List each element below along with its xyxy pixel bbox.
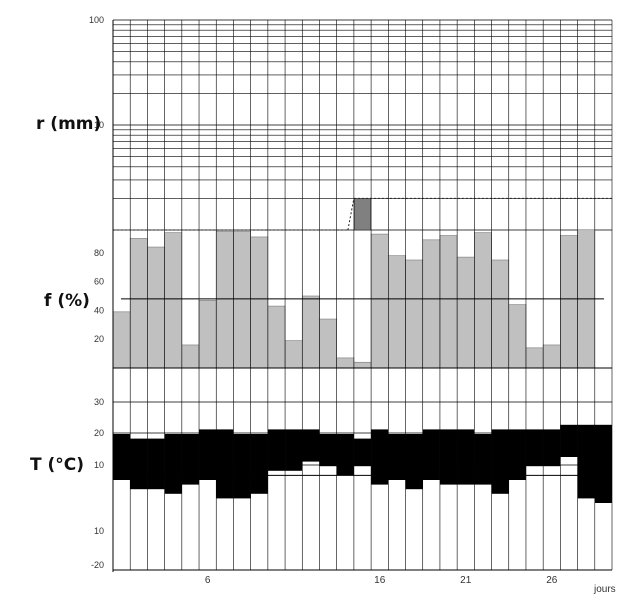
temperature-band xyxy=(405,434,423,490)
temperature-band xyxy=(164,434,182,494)
temperature-axis-label: T (°C) xyxy=(30,455,85,475)
humidity-bar xyxy=(525,347,544,369)
humidity-bar xyxy=(353,361,372,369)
temperature-band xyxy=(439,429,458,485)
temperature-panel: 30 20 10 10 -20 xyxy=(91,397,612,570)
rain-tick-label: 100 xyxy=(89,15,104,25)
temperature-band xyxy=(130,438,148,490)
humidity-bar xyxy=(560,235,578,369)
rain-bar xyxy=(354,198,371,231)
temperature-band xyxy=(560,424,578,457)
humidity-axis-label: f (%) xyxy=(44,291,90,311)
temperature-band xyxy=(267,429,286,471)
humidity-bar xyxy=(181,344,200,369)
temperature-band xyxy=(457,429,475,485)
humidity-bar xyxy=(147,246,165,369)
x-tick-label: 6 xyxy=(205,575,211,586)
humidity-bar xyxy=(267,305,286,369)
temperature-band xyxy=(474,434,492,485)
humidity-bar xyxy=(474,232,492,369)
humidity-tick-label: 60 xyxy=(94,277,104,287)
temperature-band xyxy=(250,434,268,494)
humidity-bar xyxy=(250,236,269,369)
temperature-band xyxy=(543,429,561,467)
rain-tick-label: 10 xyxy=(94,120,104,130)
humidity-panel: 80 60 40 20 xyxy=(94,229,612,369)
threshold-dotted-line xyxy=(347,198,355,231)
temperature-band xyxy=(302,429,320,462)
temperature-band xyxy=(147,438,165,490)
humidity-bar xyxy=(336,357,355,369)
temperature-band xyxy=(491,429,509,494)
temperature-band xyxy=(577,424,595,499)
temperature-band xyxy=(113,434,131,480)
axes xyxy=(112,20,612,572)
temperature-band xyxy=(233,434,251,499)
temperature-tick-label: 20 xyxy=(94,428,104,438)
day-gridlines xyxy=(112,20,613,570)
humidity-bar xyxy=(215,230,234,369)
humidity-bar xyxy=(198,300,217,369)
humidity-bar xyxy=(508,304,527,369)
humidity-tick-label: 20 xyxy=(94,334,104,344)
temperature-band xyxy=(181,434,200,485)
x-tick-label: 21 xyxy=(460,575,472,586)
temperature-band xyxy=(199,429,217,480)
humidity-bar xyxy=(284,340,303,369)
humidity-bar xyxy=(542,344,561,369)
x-tick-label: 26 xyxy=(546,575,558,586)
temperature-band xyxy=(336,434,354,476)
humidity-bar xyxy=(164,232,183,369)
temperature-tick-label: 10 xyxy=(94,526,104,536)
humidity-bar xyxy=(112,311,131,369)
x-tick-labels: 6 16 21 26 xyxy=(205,575,558,586)
humidity-bar xyxy=(405,259,424,369)
humidity-tick-label: 80 xyxy=(94,248,104,258)
humidity-bar xyxy=(491,259,510,369)
humidity-bar xyxy=(319,318,337,369)
humidity-bar xyxy=(456,256,475,369)
temperature-tick-label: -20 xyxy=(91,560,104,570)
temperature-band xyxy=(319,434,337,467)
x-unit-label: jours xyxy=(594,584,616,595)
humidity-tick-label: 40 xyxy=(94,305,104,315)
temperature-band xyxy=(525,429,544,467)
temperature-band xyxy=(216,429,234,499)
humidity-bar xyxy=(129,238,148,369)
temperature-band xyxy=(422,429,440,480)
temperature-band xyxy=(388,434,406,480)
humidity-bar xyxy=(301,295,320,369)
rain-panel-grid: 100 10 xyxy=(89,15,612,231)
humidity-bar xyxy=(233,230,251,369)
x-tick-label: 16 xyxy=(374,575,386,586)
temperature-band xyxy=(508,429,526,480)
temperature-band xyxy=(371,429,389,485)
temperature-tick-label: 30 xyxy=(94,397,104,407)
rain-axis-label: r (mm) xyxy=(36,114,102,134)
humidity-bar xyxy=(439,235,458,369)
humidity-bar xyxy=(422,239,441,369)
humidity-bar xyxy=(388,255,406,369)
temperature-tick-label: 10 xyxy=(94,460,104,470)
temperature-band xyxy=(594,424,612,503)
humidity-bar xyxy=(370,233,389,369)
temperature-band xyxy=(353,438,372,467)
temperature-band xyxy=(285,429,303,471)
